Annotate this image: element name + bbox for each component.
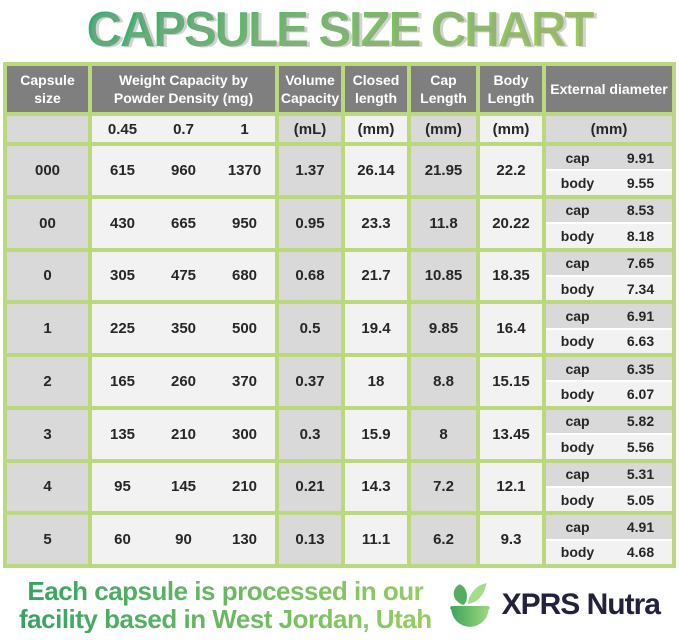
weight-capacity-cell: 615 960 1370 [92,146,275,195]
cap-length-cell: 8 [411,409,476,459]
capsule-size-cell: 00 [7,198,88,248]
header-capsule-size: Capsule size [7,66,88,112]
closed-length-cell: 18 [345,357,407,406]
volume-cell: 0.3 [279,409,341,459]
capsule-size-cell: 0 [7,251,88,301]
closed-length-cell: 19.4 [345,304,407,353]
external-cap-row: cap 7.65 [546,251,672,275]
unit-closed: (mm) [345,116,407,142]
unit-external: (mm) [546,116,672,142]
body-length-cell: 20.22 [480,198,542,248]
header-closed-length: Closed length [345,66,407,112]
density-0-7: 0.7 [173,120,194,138]
external-cap-row: cap 6.35 [546,357,672,381]
cap-length-cell: 11.8 [411,198,476,248]
body-length-cell: 16.4 [480,304,542,353]
external-body-row: body 5.05 [546,487,672,512]
weight-capacity-cell: 305 475 680 [92,251,275,301]
cap-length-cell: 8.8 [411,357,476,406]
external-diameter-cell: cap 9.91 body 9.55 [546,146,672,195]
closed-length-cell: 14.3 [345,462,407,512]
external-diameter-cell: cap 6.91 body 6.63 [546,304,672,353]
body-length-cell: 12.1 [480,462,542,512]
external-cap-row: cap 8.53 [546,198,672,223]
volume-cell: 0.13 [279,515,341,564]
external-cap-row: cap 5.31 [546,462,672,486]
external-body-row: body 6.07 [546,382,672,406]
footer-caption-line2: facility based in West Jordan, Utah [19,604,432,635]
footer-caption: Each capsule is processed in our facilit… [19,577,432,633]
volume-cell: 0.68 [279,251,341,301]
capsule-size-cell: 1 [7,304,88,353]
external-body-row: body 5.56 [546,435,672,459]
density-0-45: 0.45 [107,120,138,138]
external-body-row: body 7.34 [546,276,672,301]
header-body-length: Body Length [480,66,542,112]
volume-cell: 0.21 [279,462,341,512]
external-diameter-cell: cap 8.53 body 8.18 [546,198,672,248]
capsule-size-table: Capsule size Weight Capacity by Powder D… [3,62,676,568]
external-body-row: body 6.63 [546,329,672,353]
cap-length-cell: 6.2 [411,515,476,564]
cap-length-cell: 21.95 [411,146,476,195]
external-body-row: body 4.68 [546,540,672,564]
external-cap-row: cap 9.91 [546,146,672,170]
unit-capsule-size-empty [7,116,88,142]
unit-body: (mm) [480,116,542,142]
cap-length-cell: 10.85 [411,251,476,301]
unit-volume: (mL) [279,116,341,142]
external-diameter-cell: cap 5.31 body 5.05 [546,462,672,512]
external-diameter-cell: cap 7.65 body 7.34 [546,251,672,301]
page-title: CAPSULE SIZE CHART [0,1,679,59]
external-body-row: body 9.55 [546,171,672,195]
body-length-cell: 9.3 [480,515,542,564]
brand-logo: XPRS Nutra [444,579,661,631]
density-1: 1 [240,120,249,138]
weight-capacity-cell: 95 145 210 [92,462,275,512]
volume-cell: 1.37 [279,146,341,195]
cap-length-cell: 7.2 [411,462,476,512]
capsule-size-cell: 2 [7,357,88,406]
external-body-row: body 8.18 [546,224,672,248]
closed-length-cell: 21.7 [345,251,407,301]
header-external-diameter: External diameter [546,66,672,112]
footer-caption-line1: Each capsule is processed in our [27,576,424,606]
body-length-cell: 22.2 [480,146,542,195]
weight-capacity-cell: 165 260 370 [92,357,275,406]
capsule-size-cell: 000 [7,146,88,195]
unit-cap: (mm) [411,116,476,142]
external-cap-row: cap 4.91 [546,515,672,539]
volume-cell: 0.95 [279,198,341,248]
body-length-cell: 18.35 [480,251,542,301]
weight-capacity-cell: 60 90 130 [92,515,275,564]
closed-length-cell: 15.9 [345,409,407,459]
header-volume-capacity: Volume Capacity [279,66,341,112]
cap-length-cell: 9.85 [411,304,476,353]
volume-cell: 0.37 [279,357,341,406]
capsule-size-cell: 5 [7,515,88,564]
body-length-cell: 15.15 [480,357,542,406]
closed-length-cell: 26.14 [345,146,407,195]
header-cap-length: Cap Length [411,66,476,112]
leaf-bowl-icon [449,583,490,627]
external-diameter-cell: cap 5.82 body 5.56 [546,409,672,459]
closed-length-cell: 23.3 [345,198,407,248]
capsule-size-cell: 4 [7,462,88,512]
weight-capacity-cell: 225 350 500 [92,304,275,353]
external-diameter-cell: cap 6.35 body 6.07 [546,357,672,406]
footer: Each capsule is processed in our facilit… [0,577,679,633]
brand-name: XPRS Nutra [501,588,661,622]
weight-capacity-cell: 430 665 950 [92,198,275,248]
weight-capacity-cell: 135 210 300 [92,409,275,459]
external-cap-row: cap 6.91 [546,304,672,328]
volume-cell: 0.5 [279,304,341,353]
closed-length-cell: 11.1 [345,515,407,564]
body-length-cell: 13.45 [480,409,542,459]
external-cap-row: cap 5.82 [546,409,672,434]
external-diameter-cell: cap 4.91 body 4.68 [546,515,672,564]
capsule-size-cell: 3 [7,409,88,459]
unit-densities: 0.45 0.7 1 [92,116,275,142]
header-weight-capacity: Weight Capacity by Powder Density (mg) [92,66,275,112]
